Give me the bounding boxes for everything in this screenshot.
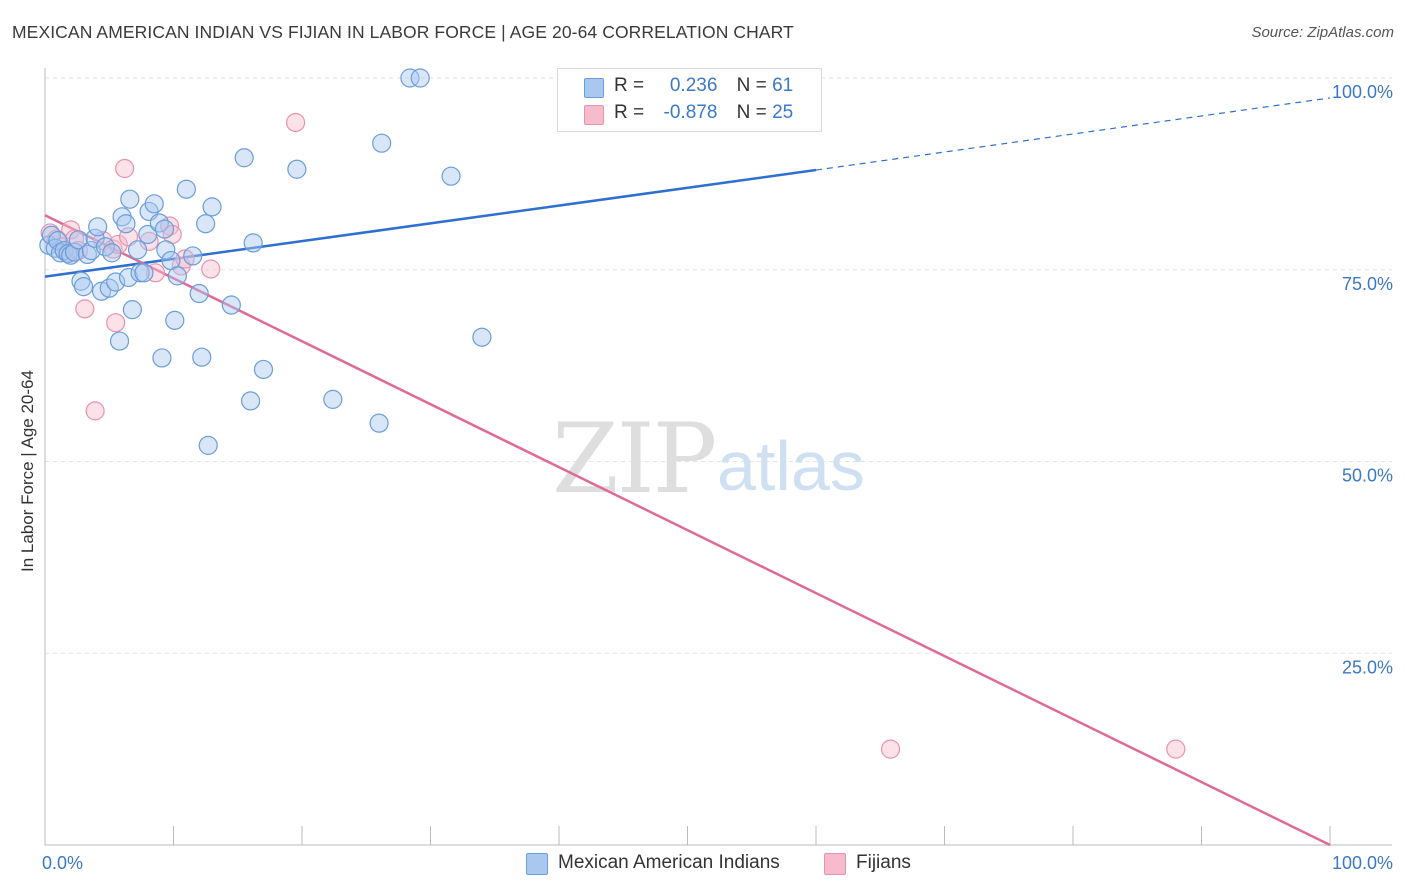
point-fijian (145, 263, 166, 283)
source-credit: Source: ZipAtlas.com (1251, 24, 1394, 41)
watermark-atlas: atlas (717, 427, 865, 505)
point-mexican (77, 244, 98, 265)
bottom-legend-label-mexican: Mexican American Indians (558, 852, 780, 873)
point-fijian (880, 739, 901, 759)
point-fijian (75, 299, 95, 319)
point-mexican (120, 189, 140, 209)
grid-lines (45, 77, 1392, 654)
point-mexican (91, 281, 112, 301)
point-mexican (71, 271, 91, 291)
point-mexican (149, 213, 169, 233)
point-mexican (176, 179, 196, 199)
legend-n-label: N = (736, 75, 767, 96)
y-tick-label: 100.0% (1332, 82, 1393, 102)
watermark: ZIP atlas (552, 403, 865, 515)
point-mexican (472, 327, 492, 347)
point-mexican (81, 240, 101, 261)
point-fijian (85, 401, 105, 421)
legend-swatch-fijian (584, 105, 604, 125)
point-mexican (167, 266, 187, 286)
point-mexican (369, 413, 389, 433)
point-mexican (165, 310, 185, 330)
point-mexican (253, 359, 274, 380)
legend-n-value-mexican: 61 (772, 75, 794, 96)
point-mexican (202, 197, 222, 217)
axes (44, 68, 1392, 846)
legend-n-value-fijian: 25 (772, 102, 794, 123)
point-mexican (127, 240, 148, 260)
point-mexican (287, 159, 307, 179)
point-mexican (154, 219, 175, 239)
point-mexican (189, 283, 209, 304)
point-fijian (1166, 739, 1186, 759)
legend-r-label: R = (614, 75, 645, 96)
point-mexican (198, 435, 218, 455)
point-mexican (243, 233, 263, 253)
point-mexican (241, 391, 261, 411)
y-tick-label: 25.0% (1342, 657, 1393, 677)
point-mexican (48, 231, 68, 251)
point-mexican (192, 347, 212, 367)
point-mexican (400, 68, 420, 88)
legend-r-value-fijian: -0.878 (663, 102, 718, 123)
point-mexican (68, 230, 89, 250)
point-mexican (196, 214, 216, 234)
y-tick-label: 50.0% (1342, 466, 1393, 486)
tick-labels: 25.0% 50.0% 75.0% 100.0% 0.0% 100.0% (42, 82, 1393, 873)
point-mexican (441, 166, 461, 186)
trend-line-fijian (44, 214, 1331, 847)
point-mexican (134, 263, 154, 283)
point-fijian (201, 259, 221, 279)
legend-r-label: R = (614, 102, 645, 123)
point-fijian (106, 313, 126, 333)
x-tick-label: 0.0% (42, 853, 83, 873)
bottom-legend-swatch-mexican (526, 853, 548, 875)
y-tick-label: 75.0% (1342, 274, 1393, 294)
legend-n-label: N = (736, 102, 767, 123)
point-fijian (115, 158, 135, 179)
trend-lines (44, 97, 1331, 847)
point-mexican (73, 277, 94, 297)
point-mexican (109, 331, 130, 351)
point-mexican (372, 133, 392, 153)
correlation-legend: R = 0.236 N = 61 R = -0.878 N = 25 (557, 68, 822, 132)
y-axis-label: In Labor Force | Age 20-64 (18, 370, 37, 572)
trend-line-mexican (44, 168, 817, 278)
point-fijian (285, 112, 306, 133)
trend-line-mexican-projection (815, 97, 1331, 171)
bottom-legend-label-fijian: Fijians (856, 852, 911, 873)
point-mexican (156, 240, 176, 260)
point-mexican (323, 389, 343, 409)
x-tick-label: 100.0% (1332, 853, 1393, 873)
legend-r-value-mexican: 0.236 (669, 75, 718, 96)
point-fijian (175, 249, 195, 269)
point-mexican (234, 148, 254, 168)
point-mexican (410, 68, 430, 88)
chart-title: MEXICAN AMERICAN INDIAN VS FIJIAN IN LAB… (12, 22, 794, 42)
point-mexican (183, 246, 203, 266)
legend-swatch-mexican (584, 78, 604, 98)
point-mexican (152, 348, 172, 368)
point-mexican (122, 300, 142, 320)
point-mexican (116, 214, 136, 234)
point-mexican (102, 243, 122, 263)
watermark-zip: ZIP (552, 403, 715, 515)
point-mexican (106, 272, 126, 292)
point-mexican (144, 194, 164, 214)
point-mexican (221, 295, 241, 315)
point-mexican (118, 267, 139, 288)
point-mexican (88, 217, 108, 237)
bottom-legend-swatch-fijian (824, 853, 846, 875)
